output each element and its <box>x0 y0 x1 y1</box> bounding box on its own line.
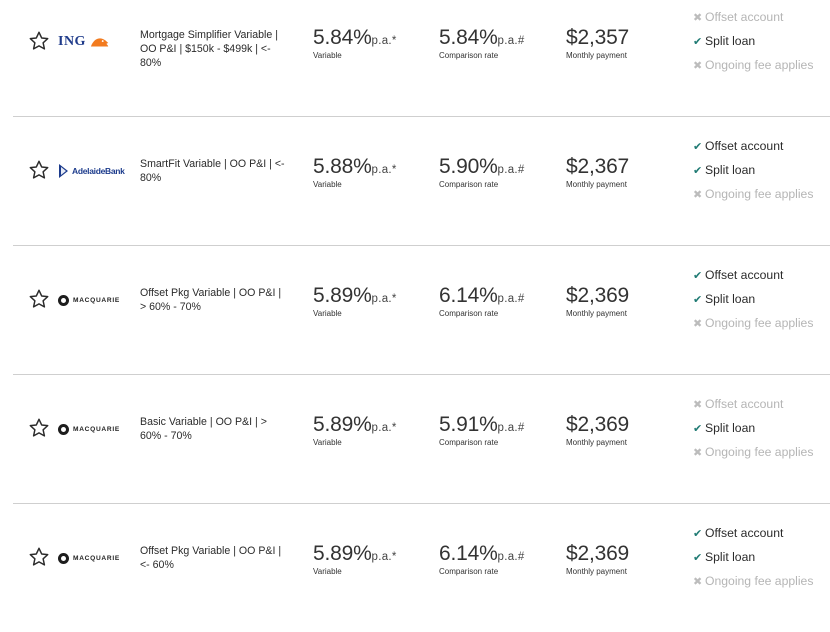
feature-offset-account: ✔ Offset account <box>693 139 784 153</box>
feature-split-loan: ✔ Split loan <box>693 292 756 306</box>
feature-ongoing-fee: ✖ Ongoing fee applies <box>693 187 814 201</box>
monthly-payment: $2,369 Monthly payment <box>566 542 630 576</box>
lender-name: MACQUARIE <box>73 554 120 562</box>
cross-icon: ✖ <box>693 59 703 72</box>
lender-name: MACQUARIE <box>73 296 120 304</box>
feature-offset-account: ✖ Offset account <box>693 397 784 411</box>
lender-logo: AdelaideBank <box>58 159 138 183</box>
loan-row[interactable]: MACQUARIE Offset Pkg Variable | OO P&I |… <box>13 504 830 632</box>
feature-offset-account: ✖ Offset account <box>693 10 784 24</box>
interest-rate: 5.89%p.a.* Variable <box>313 284 397 318</box>
feature-ongoing-fee: ✖ Ongoing fee applies <box>693 316 814 330</box>
macquarie-icon <box>58 552 69 564</box>
monthly-payment: $2,369 Monthly payment <box>566 284 630 318</box>
check-icon: ✔ <box>693 35 703 48</box>
feature-ongoing-fee: ✖ Ongoing fee applies <box>693 58 814 72</box>
check-icon: ✔ <box>693 527 703 540</box>
comparison-rate: 5.84%p.a.# Comparison rate <box>439 26 525 60</box>
feature-split-loan: ✔ Split loan <box>693 34 756 48</box>
feature-list: ✔ Offset account ✔ Split loan ✖ Ongoing fee… <box>693 134 830 206</box>
cross-icon: ✖ <box>693 575 703 588</box>
favourite-star-icon[interactable] <box>28 288 50 310</box>
product-name: Mortgage Simplifier Variable | OO P&I | … <box>140 29 278 69</box>
check-icon: ✔ <box>693 140 703 153</box>
feature-list: ✔ Offset account ✔ Split loan ✖ Ongoing fee… <box>693 521 830 593</box>
product-name: Basic Variable | OO P&I | > 60% - 70% <box>140 416 267 442</box>
check-icon: ✔ <box>693 422 703 435</box>
check-icon: ✔ <box>693 269 703 282</box>
macquarie-icon <box>58 423 69 435</box>
favourite-star-icon[interactable] <box>28 30 50 52</box>
feature-split-loan: ✔ Split loan <box>693 421 756 435</box>
loan-row[interactable]: AdelaideBank SmartFit Variable | OO P&I … <box>13 117 830 246</box>
feature-list: ✔ Offset account ✔ Split loan ✖ Ongoing fee… <box>693 263 830 335</box>
favourite-star-icon[interactable] <box>28 417 50 439</box>
cross-icon: ✖ <box>693 11 703 24</box>
product-name: Offset Pkg Variable | OO P&I | > 60% - 7… <box>140 287 282 313</box>
comparison-rate: 6.14%p.a.# Comparison rate <box>439 542 525 576</box>
check-icon: ✔ <box>693 551 703 564</box>
loan-row[interactable]: MACQUARIE Offset Pkg Variable | OO P&I |… <box>13 246 830 375</box>
loan-row[interactable]: ING Mortgage Simplifier Variable | OO P&… <box>13 0 830 117</box>
adelaide-bank-icon <box>59 164 68 178</box>
interest-rate: 5.89%p.a.* Variable <box>313 413 397 447</box>
check-icon: ✔ <box>693 164 703 177</box>
interest-rate: 5.84%p.a.* Variable <box>313 26 397 60</box>
cross-icon: ✖ <box>693 398 703 411</box>
monthly-payment: $2,369 Monthly payment <box>566 413 630 447</box>
ing-lion-icon <box>90 38 109 47</box>
interest-rate: 5.89%p.a.* Variable <box>313 542 397 576</box>
cross-icon: ✖ <box>693 188 703 201</box>
lender-logo: ING <box>58 30 138 54</box>
interest-rate: 5.88%p.a.* Variable <box>313 155 397 189</box>
feature-ongoing-fee: ✖ Ongoing fee applies <box>693 574 814 588</box>
lender-name: ING <box>58 34 86 49</box>
lender-name: AdelaideBank <box>72 166 125 176</box>
feature-offset-account: ✔ Offset account <box>693 526 784 540</box>
feature-list: ✖ Offset account ✔ Split loan ✖ Ongoing fee… <box>693 392 830 464</box>
monthly-payment: $2,357 Monthly payment <box>566 26 630 60</box>
cross-icon: ✖ <box>693 317 703 330</box>
comparison-rate: 6.14%p.a.# Comparison rate <box>439 284 525 318</box>
favourite-star-icon[interactable] <box>28 159 50 181</box>
feature-list: ✖ Offset account ✔ Split loan ✖ Ongoing fee… <box>693 5 830 77</box>
lender-logo: MACQUARIE <box>58 546 138 570</box>
lender-logo: MACQUARIE <box>58 417 138 441</box>
feature-ongoing-fee: ✖ Ongoing fee applies <box>693 445 814 459</box>
product-name: Offset Pkg Variable | OO P&I | <- 60% <box>140 545 282 571</box>
macquarie-icon <box>58 294 69 306</box>
feature-split-loan: ✔ Split loan <box>693 550 756 564</box>
feature-offset-account: ✔ Offset account <box>693 268 784 282</box>
loan-row[interactable]: MACQUARIE Basic Variable | OO P&I | > 60… <box>13 375 830 504</box>
lender-logo: MACQUARIE <box>58 288 138 312</box>
feature-split-loan: ✔ Split loan <box>693 163 756 177</box>
comparison-rate: 5.91%p.a.# Comparison rate <box>439 413 525 447</box>
monthly-payment: $2,367 Monthly payment <box>566 155 630 189</box>
favourite-star-icon[interactable] <box>28 546 50 568</box>
product-name: SmartFit Variable | OO P&I | <- 80% <box>140 158 285 184</box>
lender-name: MACQUARIE <box>73 425 120 433</box>
check-icon: ✔ <box>693 293 703 306</box>
comparison-rate: 5.90%p.a.# Comparison rate <box>439 155 525 189</box>
cross-icon: ✖ <box>693 446 703 459</box>
